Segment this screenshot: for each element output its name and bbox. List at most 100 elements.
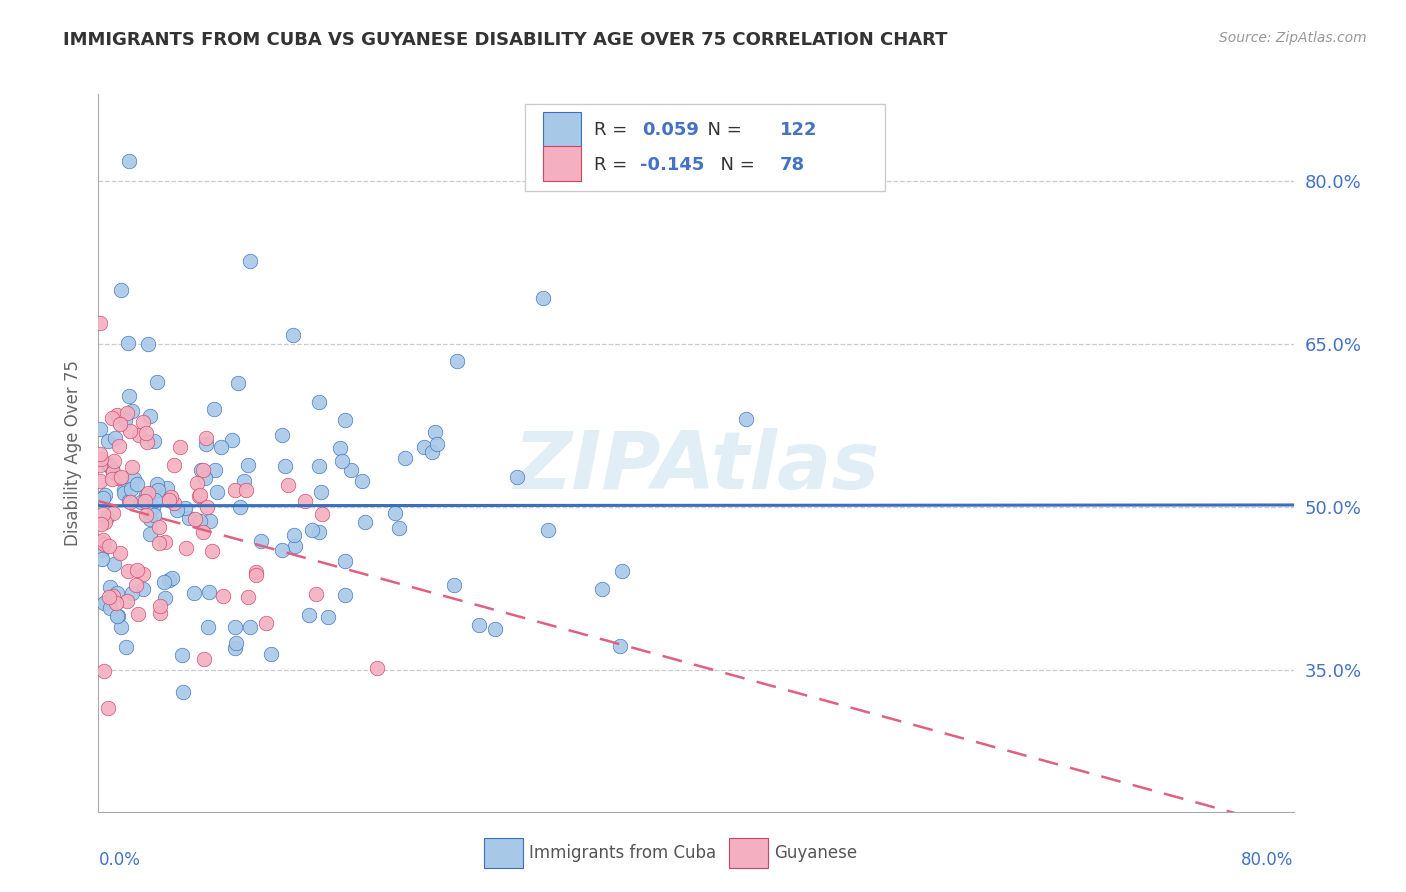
Point [94, 488, 117, 502]
Point [136, 337, 159, 351]
Point [89, 474, 111, 488]
Point [170, 648, 193, 662]
Point [103, 507, 125, 521]
Point [193, 651, 215, 665]
Point [103, 557, 125, 571]
Point [105, 586, 128, 600]
Point [329, 441, 352, 455]
Point [179, 510, 201, 524]
Point [443, 578, 465, 592]
Point [226, 376, 249, 390]
Point [146, 375, 169, 389]
Point [330, 454, 353, 468]
Point [110, 283, 132, 297]
Point [118, 389, 141, 403]
Point [117, 565, 139, 579]
Point [190, 463, 212, 477]
Point [340, 463, 363, 477]
Point [350, 474, 373, 488]
Point [135, 435, 157, 450]
Point [506, 470, 529, 484]
Point [110, 470, 132, 484]
Point [118, 495, 141, 509]
Point [98, 539, 121, 553]
Point [531, 291, 554, 305]
Point [93, 596, 115, 610]
Point [224, 620, 246, 634]
Point [138, 409, 160, 424]
Point [142, 500, 165, 514]
Point [333, 588, 356, 602]
Point [103, 453, 125, 467]
Point [224, 640, 246, 655]
Point [108, 439, 131, 453]
Point [311, 507, 333, 521]
Point [229, 500, 252, 514]
Point [148, 520, 170, 534]
Point [284, 540, 307, 554]
Point [98, 580, 121, 594]
Point [97, 701, 120, 715]
Point [91, 491, 114, 506]
Point [211, 589, 233, 603]
Point [153, 574, 176, 589]
Point [107, 608, 129, 623]
Point [277, 478, 299, 492]
Point [97, 434, 120, 449]
Point [153, 591, 176, 605]
Point [166, 502, 188, 516]
Text: 78: 78 [779, 156, 804, 175]
Text: Guyanese: Guyanese [773, 845, 856, 863]
Point [127, 607, 149, 622]
Point [236, 591, 259, 605]
Point [204, 463, 226, 477]
Point [134, 494, 156, 508]
Point [238, 620, 260, 634]
Text: 0.0%: 0.0% [98, 851, 141, 869]
Point [143, 434, 166, 448]
Point [91, 507, 114, 521]
Point [423, 425, 446, 440]
Point [112, 486, 135, 500]
Point [118, 154, 141, 169]
Point [105, 408, 128, 422]
Point [148, 483, 170, 498]
Point [311, 485, 333, 500]
Text: Source: ZipAtlas.com: Source: ZipAtlas.com [1219, 31, 1367, 45]
FancyBboxPatch shape [543, 146, 581, 181]
Point [735, 412, 758, 426]
Point [100, 458, 122, 473]
Point [157, 492, 180, 507]
Point [259, 648, 281, 662]
Point [117, 335, 139, 350]
Point [174, 541, 197, 555]
Point [308, 524, 330, 539]
Point [104, 432, 127, 446]
Point [188, 514, 211, 528]
Point [308, 395, 330, 409]
Point [89, 316, 111, 330]
Text: N =: N = [696, 120, 748, 138]
Point [195, 431, 218, 445]
Point [89, 422, 111, 436]
Point [316, 610, 339, 624]
Point [101, 462, 124, 476]
Point [90, 542, 112, 557]
Text: R =: R = [595, 156, 633, 175]
Point [245, 565, 267, 579]
Point [121, 459, 143, 474]
Y-axis label: Disability Age Over 75: Disability Age Over 75 [63, 359, 82, 546]
Point [115, 640, 138, 654]
Point [98, 600, 121, 615]
Point [107, 609, 129, 624]
Point [187, 489, 209, 503]
Point [221, 433, 243, 447]
Point [197, 620, 219, 634]
Point [90, 534, 112, 549]
Point [202, 401, 225, 416]
Text: Immigrants from Cuba: Immigrants from Cuba [529, 845, 716, 863]
Point [484, 623, 506, 637]
Point [195, 500, 218, 515]
Point [128, 428, 150, 442]
Point [163, 496, 186, 510]
